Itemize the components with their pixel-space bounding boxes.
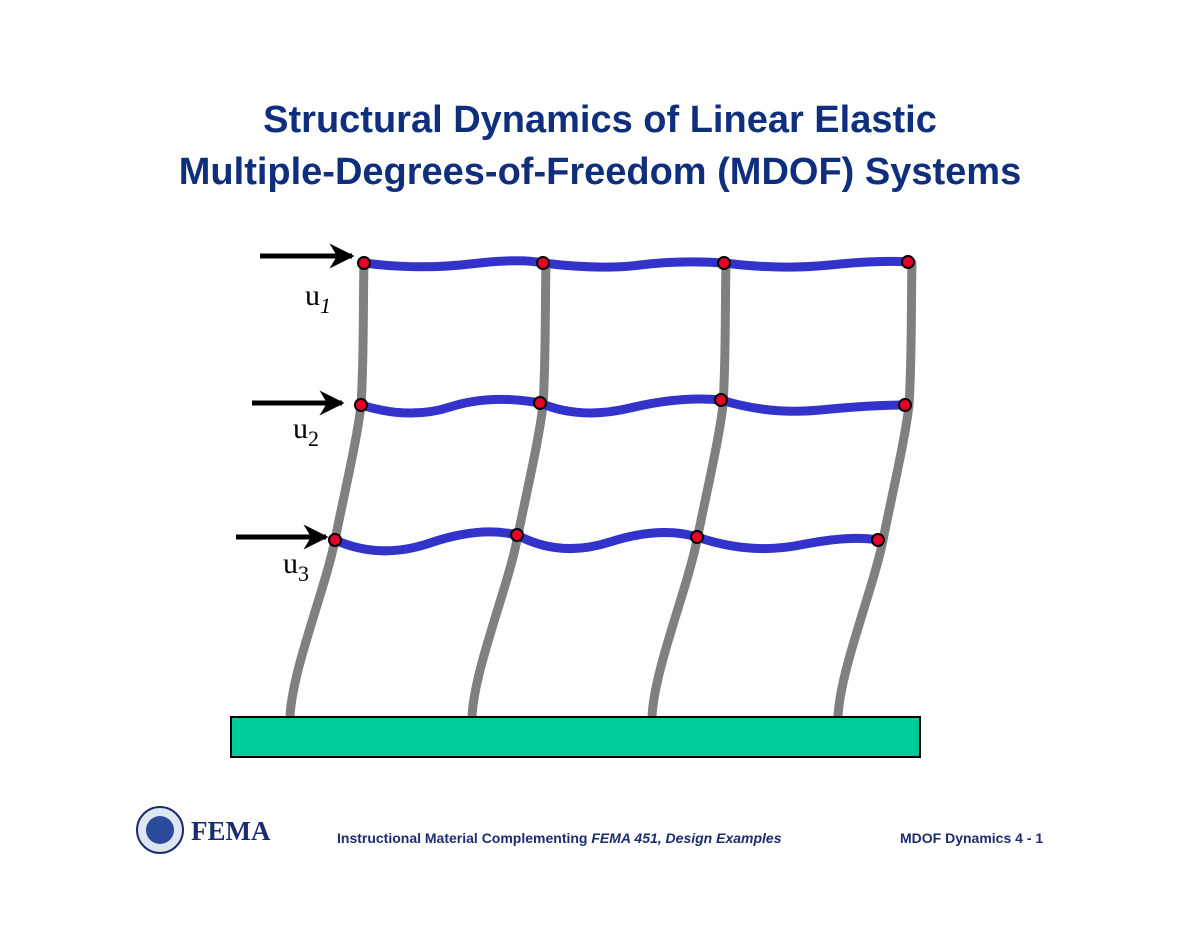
shape (330, 527, 883, 556)
displacement-label: u2 (293, 412, 319, 451)
foundation (230, 716, 921, 758)
text-part: u (283, 547, 298, 580)
shape (833, 258, 917, 722)
shape (146, 816, 174, 844)
logo-text: FEMA (191, 816, 271, 846)
title-line: Structural Dynamics of Linear Elastic (263, 99, 937, 141)
shape (871, 533, 885, 547)
shape (536, 256, 550, 270)
text-part: 2 (308, 426, 319, 451)
shape (285, 258, 369, 722)
shape (467, 258, 551, 722)
page-number: MDOF Dynamics 4 - 1 (900, 830, 1043, 846)
beams (330, 256, 913, 556)
shape (328, 533, 342, 547)
shape (690, 530, 704, 544)
footer-note: Instructional Material Complementing FEM… (337, 830, 782, 846)
text-part: 1 (320, 293, 331, 318)
shape (354, 398, 368, 412)
text-part: 3 (298, 561, 309, 586)
shape (510, 528, 524, 542)
displacement-label: u3 (283, 547, 309, 586)
shape (357, 256, 371, 270)
shape (356, 394, 910, 418)
text-part: Instructional Material Complementing (337, 830, 591, 846)
shape (359, 256, 913, 272)
arrows (236, 243, 355, 550)
shape (533, 396, 547, 410)
columns (285, 258, 917, 722)
text-part: u (305, 279, 320, 312)
shape (717, 256, 731, 270)
text-part: FEMA 451, Design Examples (591, 830, 781, 846)
shape (714, 393, 728, 407)
shape (898, 398, 912, 412)
shape (647, 258, 731, 722)
nodes (328, 255, 915, 547)
displacement-label: u1 (305, 279, 331, 318)
text-part: u (293, 412, 308, 445)
title-line: Multiple-Degrees-of-Freedom (MDOF) Syste… (179, 151, 1021, 193)
fema-logo: FEMA (136, 806, 271, 854)
shape (901, 255, 915, 269)
